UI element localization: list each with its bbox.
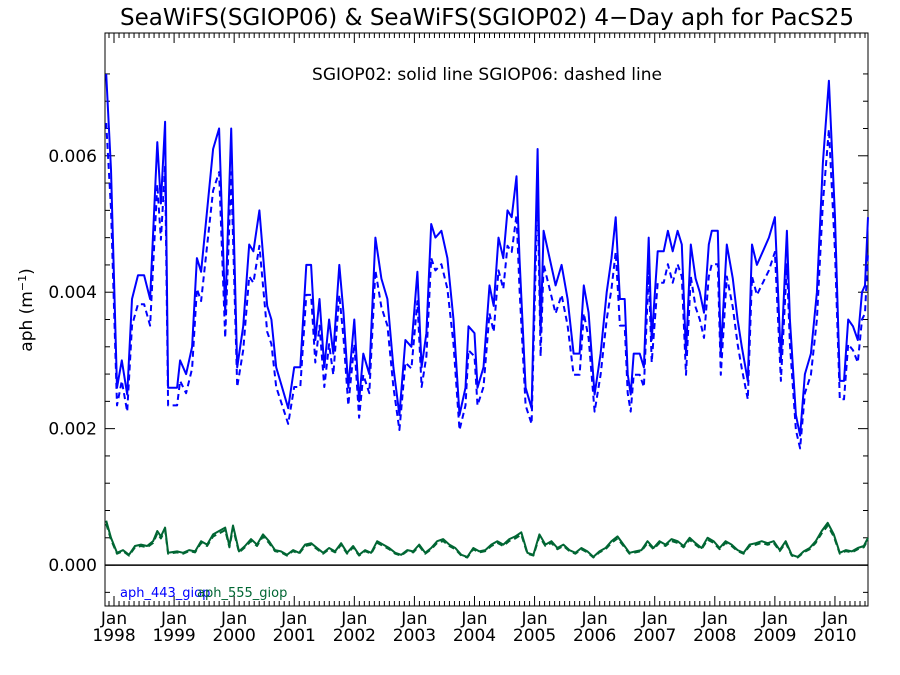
series-line-aph_555_giop-solid — [105, 520, 869, 558]
y-axis-label: aph (m−1) — [16, 268, 37, 351]
chart-title: SeaWiFS(SGIOP06) & SeaWiFS(SGIOP02) 4−Da… — [120, 5, 854, 31]
x-tick-label-year: 2003 — [393, 626, 436, 646]
legend-entry-aph-555: aph_555_giop — [197, 586, 287, 601]
x-tick-label-year: 2007 — [633, 626, 676, 646]
x-tick-label-month: Jan — [520, 609, 547, 629]
x-tick-label-year: 2008 — [693, 626, 736, 646]
x-tick-label-year: 1998 — [92, 626, 135, 646]
y-tick-label: 0.006 — [48, 147, 97, 167]
x-tick-label-year: 2004 — [453, 626, 496, 646]
y-axis-label-text: aph (m — [17, 291, 37, 352]
y-axis-label-close: ) — [17, 268, 37, 275]
x-tick-label-month: Jan — [280, 609, 307, 629]
y-tick-label: 0.004 — [48, 283, 97, 303]
x-tick-label-month: Jan — [100, 609, 127, 629]
y-tick-label: 0.000 — [48, 556, 97, 576]
x-tick-label-month: Jan — [160, 609, 187, 629]
x-tick-label-month: Jan — [400, 609, 427, 629]
x-tick-label-year: 2001 — [273, 626, 316, 646]
legend: aph_443_giop aph_555_giop — [120, 586, 287, 601]
x-tick-label-year: 2006 — [573, 626, 616, 646]
x-tick-label-year: 2010 — [813, 626, 856, 646]
x-tick-label-year: 2005 — [513, 626, 556, 646]
x-tick-label-month: Jan — [701, 609, 728, 629]
series-line-aph_555_giop-dashed — [105, 523, 869, 559]
line-style-note: SGIOP02: solid line SGIOP06: dashed line — [312, 65, 662, 85]
legend-entry-aph-443: aph_443_giop — [120, 586, 210, 601]
series-line-aph_443_giop-solid — [105, 73, 869, 437]
plot-area: 0.0000.0020.0040.006Jan1998Jan1999Jan200… — [48, 32, 869, 646]
x-tick-label-year: 2009 — [753, 626, 796, 646]
x-tick-label-month: Jan — [761, 609, 788, 629]
x-tick-label-month: Jan — [460, 609, 487, 629]
x-tick-label-year: 2002 — [333, 626, 376, 646]
x-tick-label-month: Jan — [821, 609, 848, 629]
x-tick-label-month: Jan — [581, 609, 608, 629]
y-tick-label: 0.002 — [48, 420, 97, 440]
x-tick-label-year: 2000 — [213, 626, 256, 646]
x-tick-label-year: 1999 — [152, 626, 195, 646]
series-line-aph_443_giop-dashed — [105, 122, 869, 450]
y-axis-label-exponent: −1 — [16, 275, 29, 291]
x-tick-label-month: Jan — [340, 609, 367, 629]
x-tick-label-month: Jan — [641, 609, 668, 629]
x-tick-label-month: Jan — [220, 609, 247, 629]
